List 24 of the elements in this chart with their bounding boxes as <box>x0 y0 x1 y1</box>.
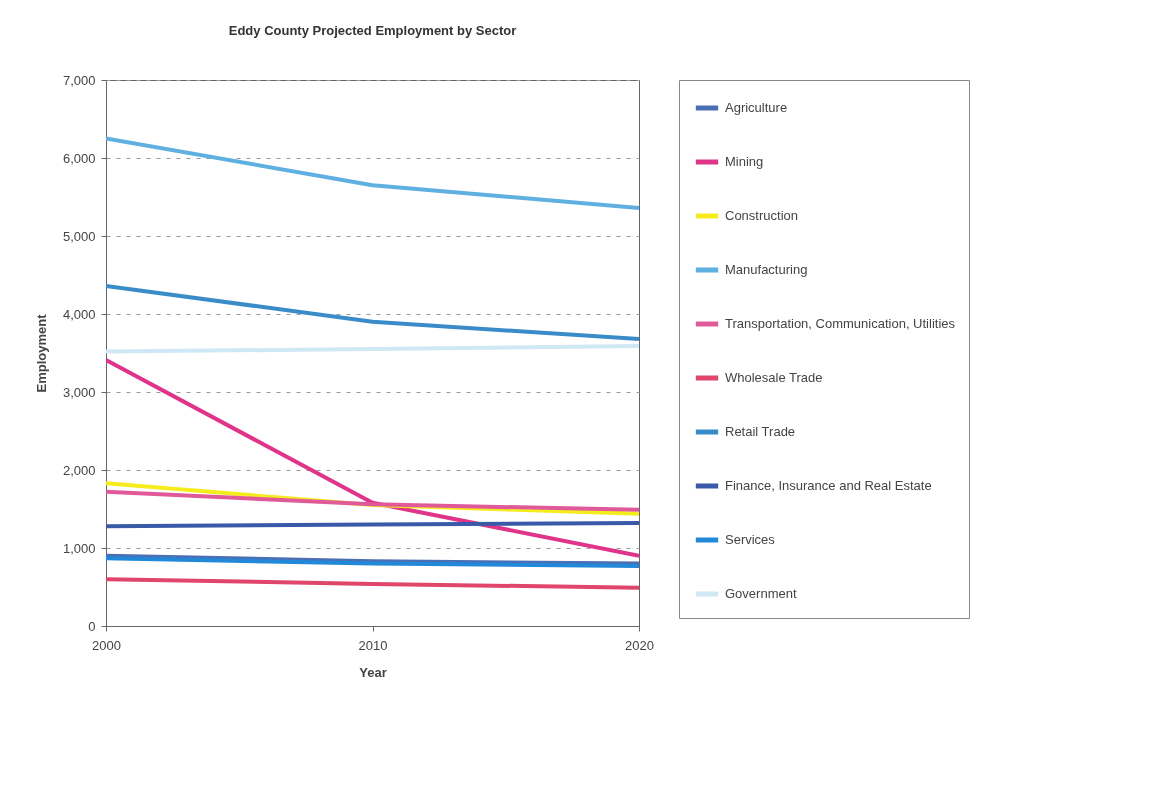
y-tick-label: 5,000 <box>62 228 96 244</box>
chart-title: Eddy County Projected Employment by Sector <box>228 23 517 38</box>
x-tick-label: 2000 <box>92 637 121 653</box>
x-tick-label: 2010 <box>358 637 388 653</box>
legend-label: Construction <box>725 208 798 223</box>
y-tick-label: 0 <box>88 618 96 634</box>
legend-label: Retail Trade <box>725 424 796 439</box>
legend-label: Government <box>725 586 797 601</box>
y-tick-label: 4,000 <box>62 306 96 322</box>
y-tick-label: 3,000 <box>62 384 96 400</box>
y-tick-label: 1,000 <box>62 540 96 556</box>
y-tick-label: 2,000 <box>62 462 96 478</box>
x-axis-title: Year <box>359 664 387 680</box>
legend-label: Wholesale Trade <box>725 370 823 385</box>
y-axis-title: Employment <box>33 313 49 393</box>
legend-label: Services <box>725 532 776 547</box>
legend-label: Mining <box>725 154 764 169</box>
x-tick-label: 2020 <box>625 637 654 653</box>
legend-label: Manufacturing <box>725 262 808 277</box>
legend-label: Transportation, Communication, Utilities <box>725 316 956 331</box>
legend-label: Finance, Insurance and Real Estate <box>725 478 932 493</box>
y-tick-label: 6,000 <box>62 150 96 166</box>
legend-label: Agriculture <box>725 100 788 115</box>
y-tick-label: 7,000 <box>62 72 96 88</box>
